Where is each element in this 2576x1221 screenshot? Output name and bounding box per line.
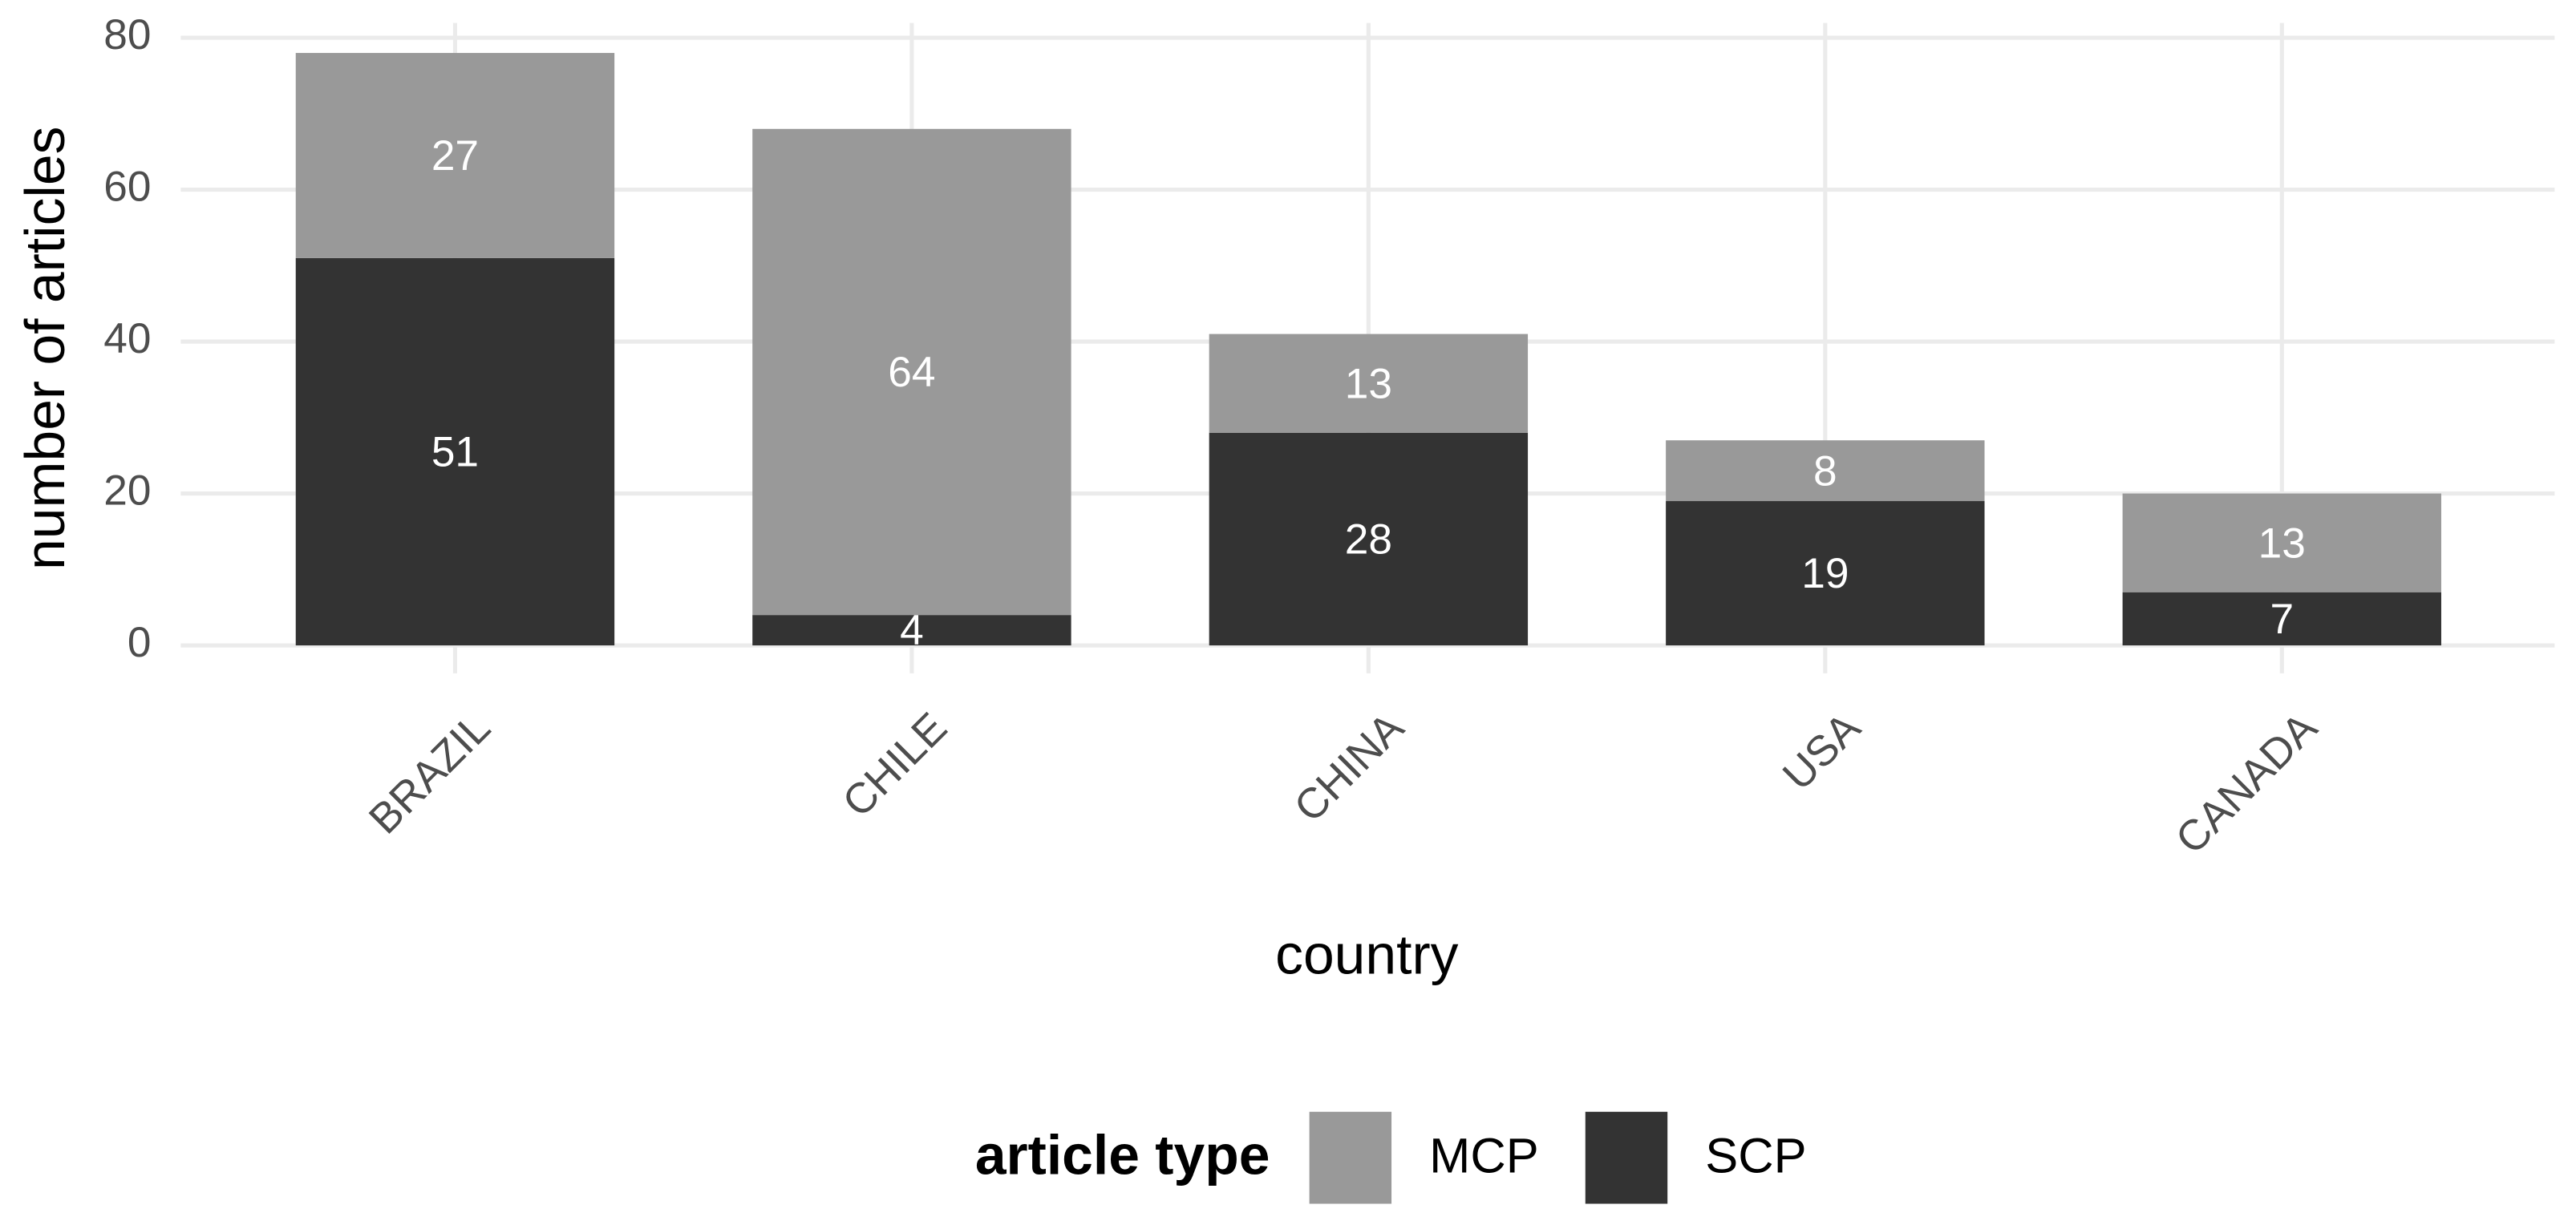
bar-segment <box>1209 432 1529 646</box>
bar-segment <box>752 615 1071 646</box>
bar-value-label: 13 <box>2258 520 2306 567</box>
legend-swatch <box>1585 1111 1668 1204</box>
bar-value-label: 64 <box>888 349 935 396</box>
x-tick-label: BRAZIL <box>360 704 500 843</box>
x-tick-label: CHILE <box>834 704 957 827</box>
x-axis-title: country <box>1275 924 1459 986</box>
y-tick-label: 80 <box>103 11 151 59</box>
x-tick-label: CANADA <box>2167 704 2327 863</box>
bar-value-label: 8 <box>1813 447 1837 495</box>
legend-label: MCP <box>1429 1128 1539 1183</box>
legend-label: SCP <box>1705 1128 1806 1183</box>
x-tick-label: CHINA <box>1286 704 1413 831</box>
bar-segment <box>2122 592 2441 646</box>
bar-segment <box>295 257 615 646</box>
x-tick-label: USA <box>1774 704 1869 799</box>
y-tick-label: 20 <box>103 467 151 515</box>
y-axis-title: number of articles <box>14 127 76 570</box>
y-tick-label: 0 <box>128 619 152 666</box>
bar-segment <box>752 128 1071 616</box>
bar-value-label: 7 <box>2270 596 2294 643</box>
bar-segment <box>2122 493 2441 592</box>
bar-segment <box>1209 334 1529 433</box>
y-tick-label: 40 <box>103 315 151 362</box>
bar-value-label: 27 <box>431 132 479 180</box>
bar-value-label: 13 <box>1345 360 1392 407</box>
bar-segment <box>1666 501 1985 646</box>
legend-title: article type <box>975 1124 1270 1187</box>
bar-value-label: 28 <box>1345 516 1392 564</box>
bar-value-label: 51 <box>431 429 479 476</box>
legend-swatch <box>1309 1111 1392 1204</box>
bar-value-label: 19 <box>1801 550 1849 597</box>
bar-segment <box>295 53 615 258</box>
bar-segment <box>1666 440 1985 502</box>
y-tick-label: 60 <box>103 164 151 211</box>
